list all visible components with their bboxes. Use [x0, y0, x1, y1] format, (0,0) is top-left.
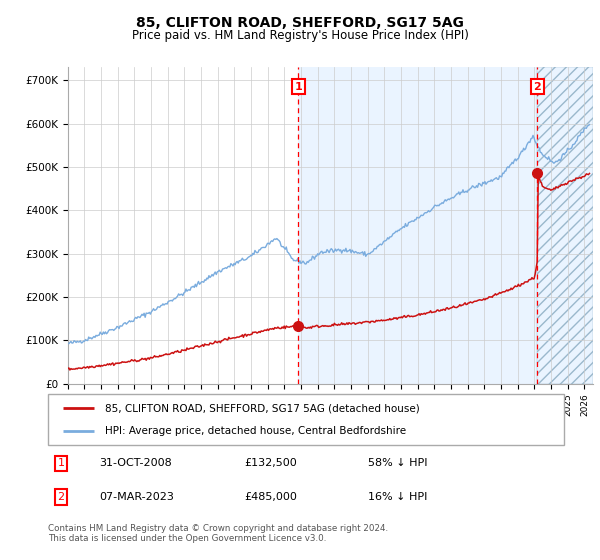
Text: £485,000: £485,000	[244, 492, 297, 502]
Text: 85, CLIFTON ROAD, SHEFFORD, SG17 5AG (detached house): 85, CLIFTON ROAD, SHEFFORD, SG17 5AG (de…	[105, 403, 419, 413]
Text: 58% ↓ HPI: 58% ↓ HPI	[368, 459, 427, 468]
Text: 16% ↓ HPI: 16% ↓ HPI	[368, 492, 427, 502]
Bar	[538, 67, 593, 384]
Text: £132,500: £132,500	[244, 459, 297, 468]
Text: HPI: Average price, detached house, Central Bedfordshire: HPI: Average price, detached house, Cent…	[105, 426, 406, 436]
Text: Contains HM Land Registry data © Crown copyright and database right 2024.
This d: Contains HM Land Registry data © Crown c…	[48, 524, 388, 543]
Text: 31-OCT-2008: 31-OCT-2008	[100, 459, 172, 468]
Text: 2: 2	[58, 492, 64, 502]
Text: 2: 2	[533, 82, 541, 92]
Text: 1: 1	[295, 82, 302, 92]
Text: Price paid vs. HM Land Registry's House Price Index (HPI): Price paid vs. HM Land Registry's House …	[131, 29, 469, 42]
Bar	[298, 67, 593, 384]
Text: 07-MAR-2023: 07-MAR-2023	[100, 492, 175, 502]
Text: 85, CLIFTON ROAD, SHEFFORD, SG17 5AG: 85, CLIFTON ROAD, SHEFFORD, SG17 5AG	[136, 16, 464, 30]
Text: 1: 1	[58, 459, 64, 468]
